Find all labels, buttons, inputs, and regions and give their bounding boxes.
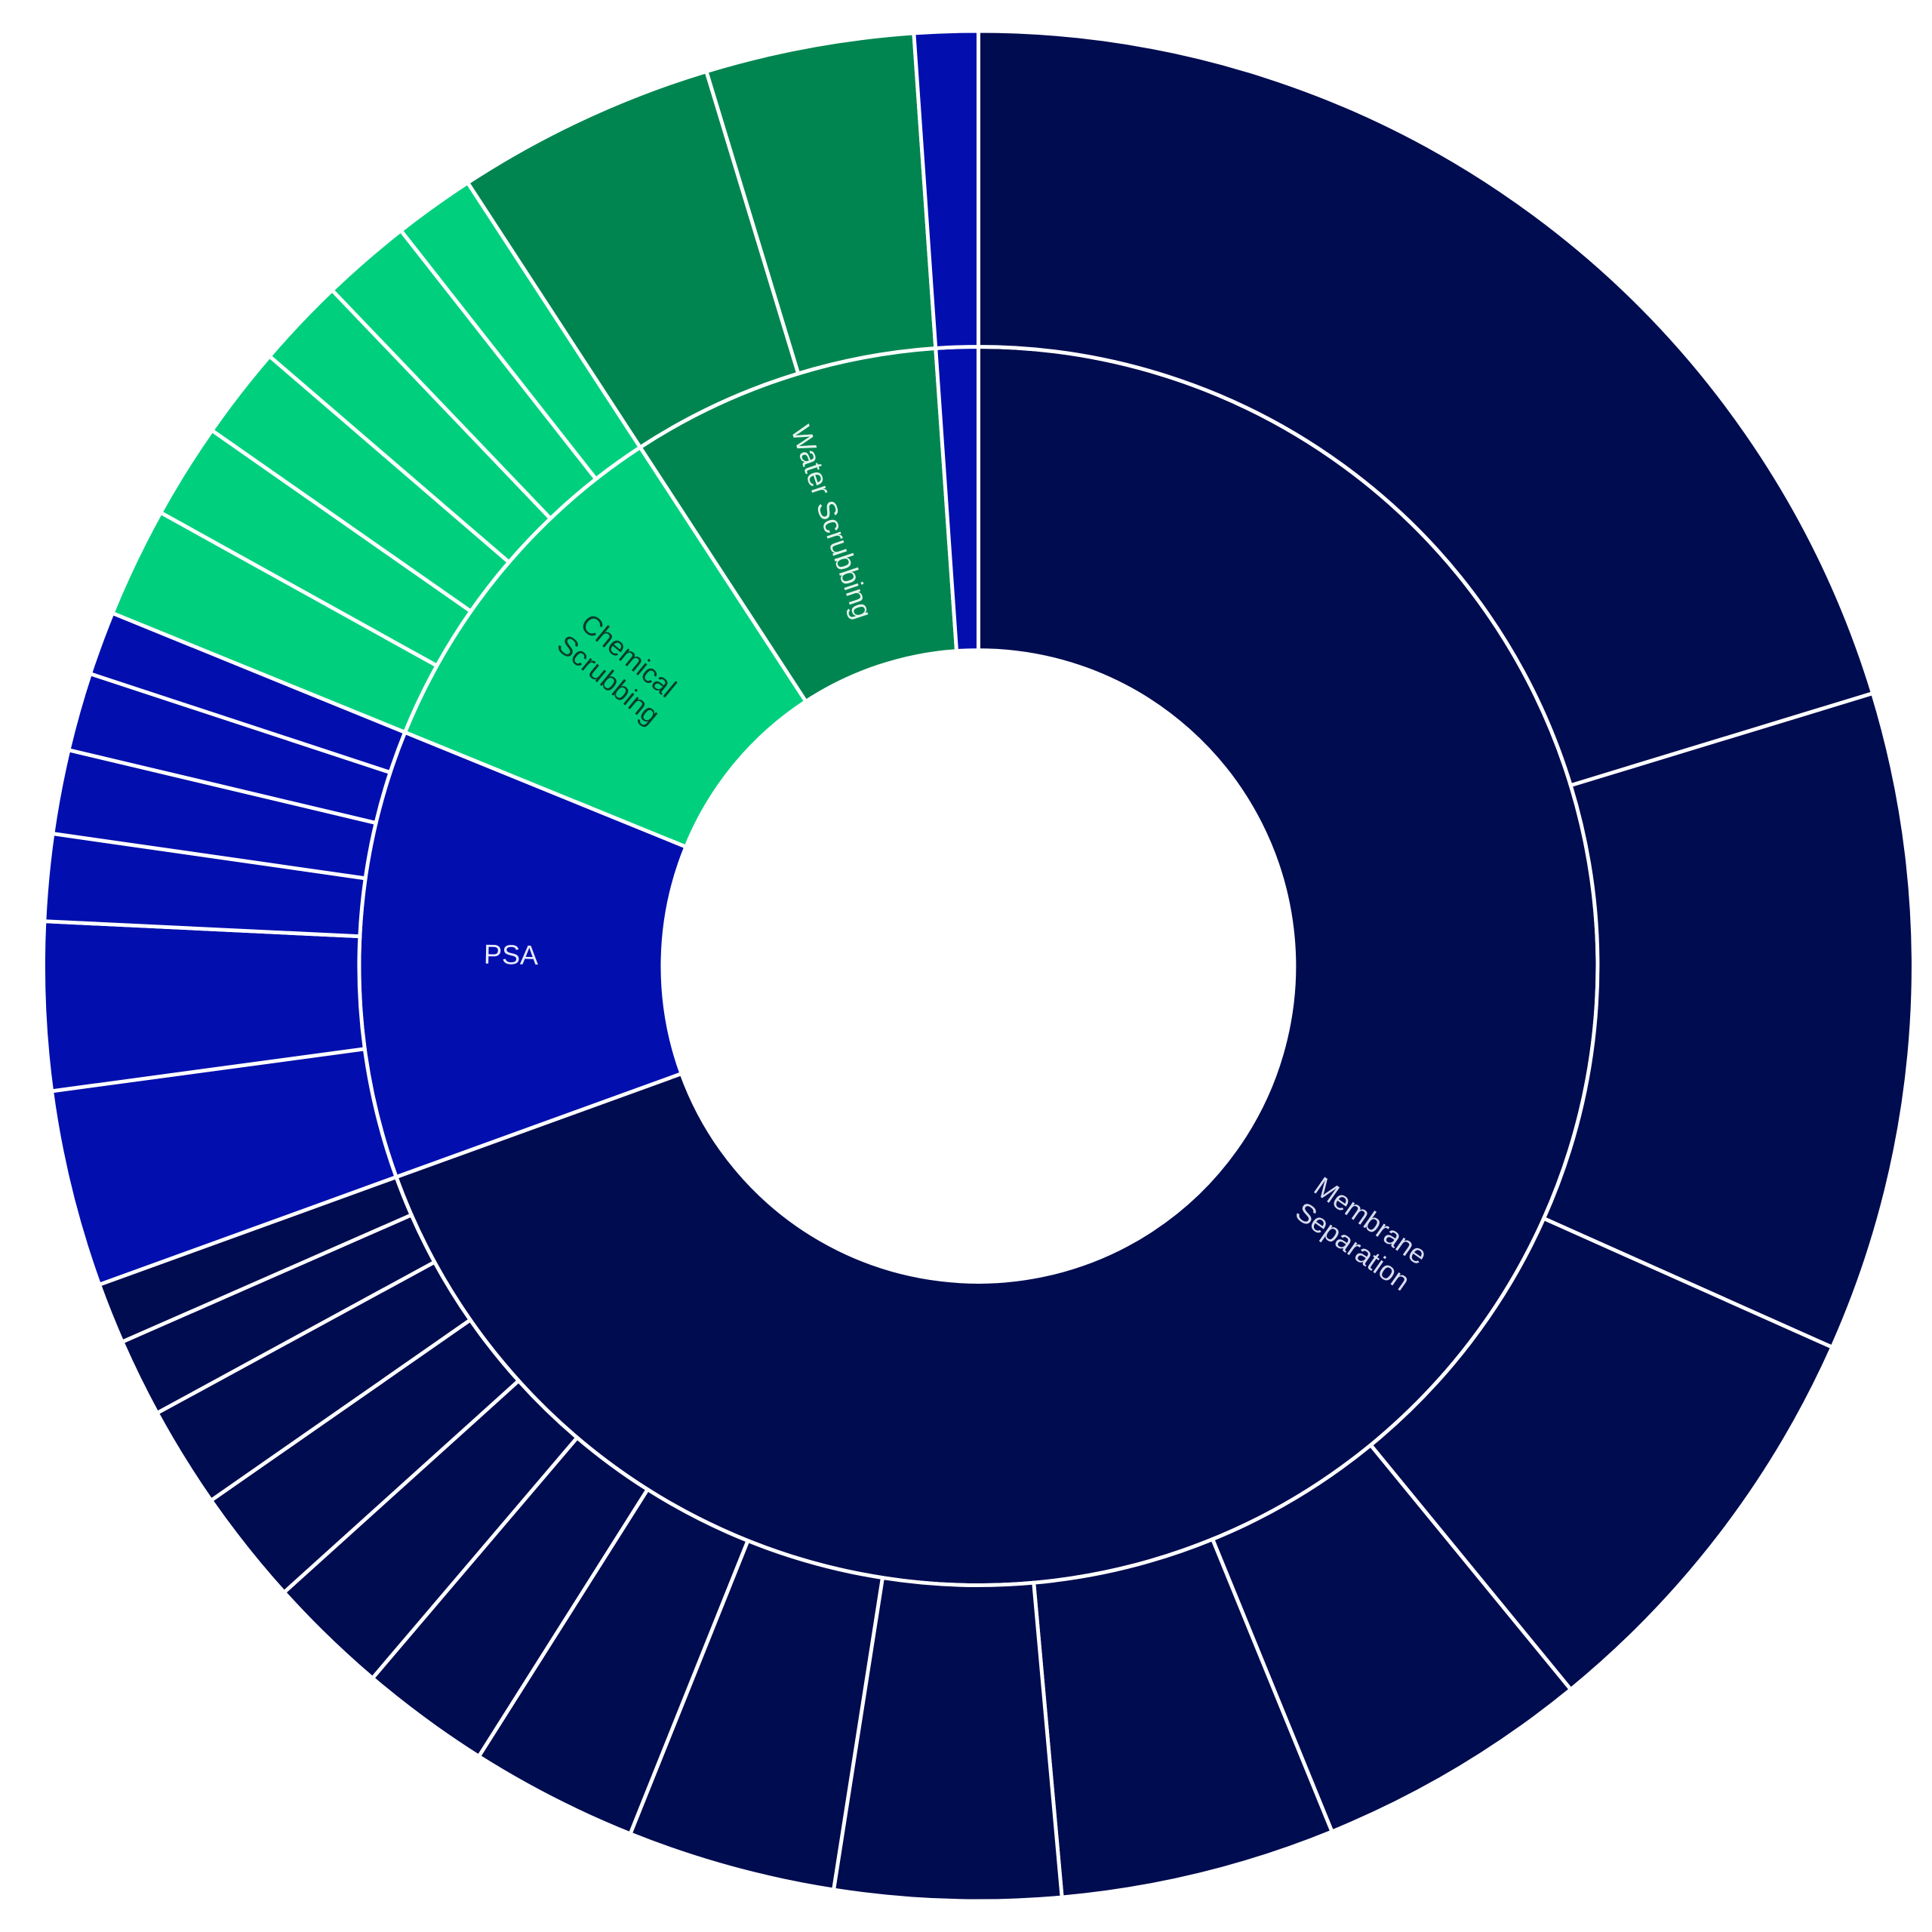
outer-segment-0-1[interactable] [1541, 691, 1915, 1350]
sunburst-segments [41, 29, 1915, 1903]
label-psa: PSA [484, 939, 539, 971]
outer-segment-4-0[interactable] [912, 29, 980, 351]
outer-segment-0-0[interactable] [976, 29, 1875, 788]
